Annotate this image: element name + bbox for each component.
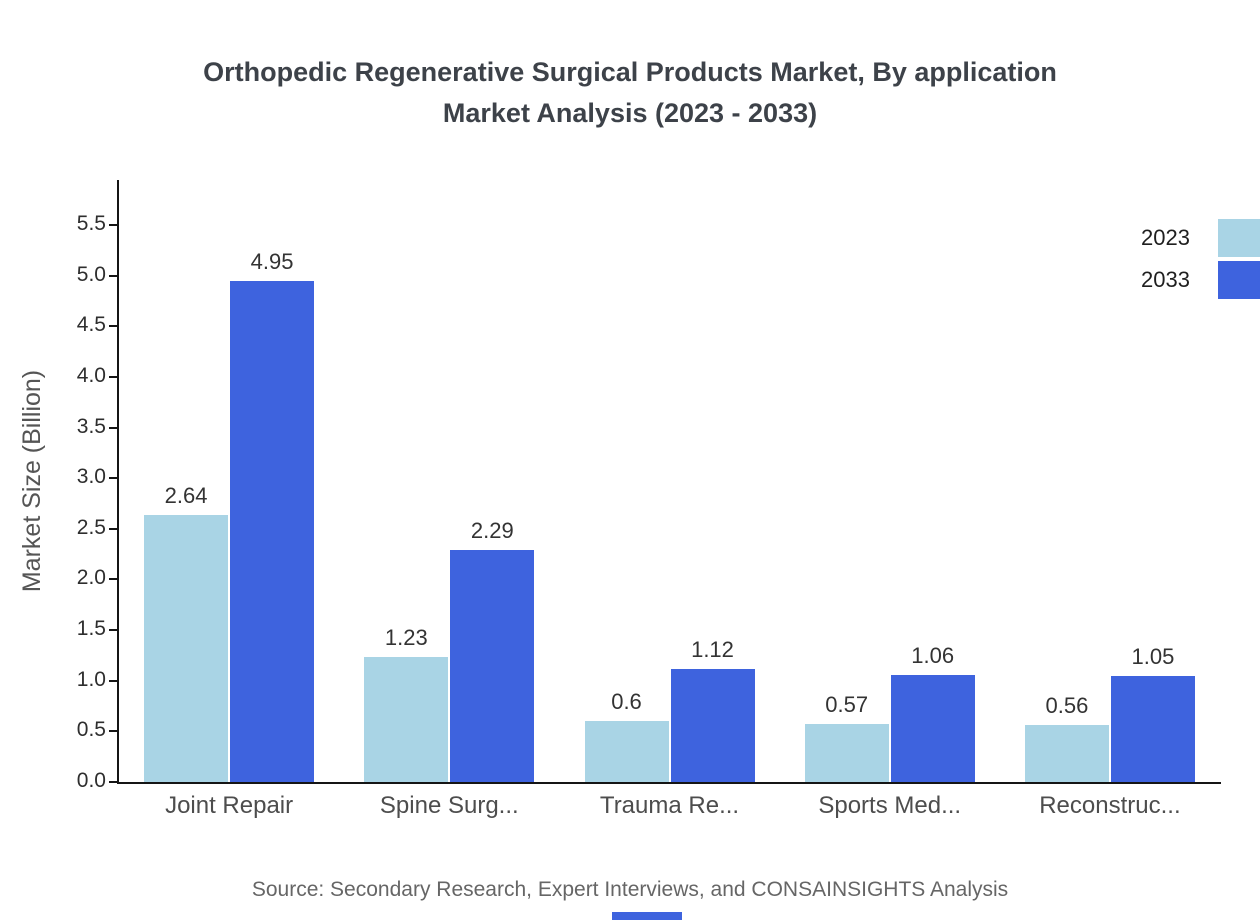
bar-value-label: 0.6 (611, 689, 642, 715)
legend-label: 2033 (1141, 267, 1190, 292)
bar-value-label: 4.95 (250, 248, 294, 274)
bar-value-label: 0.56 (1045, 693, 1089, 719)
y-tick-label: 2.0 (76, 566, 106, 590)
legend-item: 2033 (1141, 260, 1260, 300)
bar-value-label: 1.12 (691, 636, 734, 662)
y-tick-mark (109, 578, 117, 581)
y-axis-line (117, 180, 119, 784)
legend-swatch (1218, 219, 1260, 257)
y-tick-mark (109, 679, 117, 682)
bar-column: 0.56 (1024, 693, 1109, 782)
bar-2023 (144, 514, 229, 782)
x-category-label: Spine Surg... (379, 792, 519, 819)
bar-group: 0.57 1.06 (780, 643, 1000, 782)
bar-column: 1.12 (670, 636, 755, 782)
y-tick-label: 0.0 (76, 769, 106, 792)
y-tick-mark (109, 274, 117, 277)
bar-group: 1.23 2.29 (339, 518, 559, 782)
y-tick-label: 3.0 (76, 465, 106, 489)
bar-2033 (890, 674, 975, 782)
bar-2033 (230, 280, 315, 782)
bar-group: 0.56 1.05 (1000, 644, 1220, 782)
bar-column: 2.64 (144, 482, 229, 782)
y-tick-label: 4.0 (76, 363, 106, 387)
y-tick-label: 0.5 (76, 718, 106, 742)
bar-column: 2.29 (450, 518, 535, 782)
y-tick-mark (109, 477, 117, 480)
bar-value-label: 1.23 (384, 625, 428, 651)
bar-group: 0.6 1.12 (559, 637, 779, 782)
y-tick-mark (109, 325, 117, 328)
bar-2023 (364, 657, 449, 782)
x-axis-line (117, 782, 1221, 784)
y-tick-label: 3.5 (76, 414, 106, 438)
y-tick-label: 5.0 (76, 262, 106, 286)
bar-value-label: 1.05 (1131, 643, 1175, 669)
bar-column: 1.05 (1110, 643, 1195, 782)
bar-value-label: 0.57 (825, 692, 869, 718)
bar-column: 0.6 (584, 689, 669, 782)
y-tick-label: 2.5 (76, 515, 106, 539)
bar-2023 (1024, 725, 1109, 782)
legend: 2023 2033 (1141, 218, 1260, 302)
y-tick-label: 5.5 (76, 212, 106, 235)
bar-2033 (1110, 675, 1195, 782)
bar-value-label: 2.64 (164, 482, 208, 508)
y-tick-mark (109, 730, 117, 733)
bar-2033 (450, 550, 535, 782)
bar-column: 4.95 (230, 248, 315, 782)
x-category-label: Sports Med... (818, 792, 962, 819)
x-axis-labels: Joint Repair Spine Surg... Trauma Re... Spo… (119, 792, 1220, 820)
bar-2033 (670, 668, 755, 782)
plot-area: 2.64 4.95 1.23 2.29 0.6 1.12 0.57 1.06 0.56 1.05 (119, 180, 1220, 782)
legend-label: 2023 (1141, 225, 1190, 250)
y-tick-label: 1.0 (76, 667, 106, 691)
x-category-label: Trauma Re... (599, 792, 740, 819)
bar-group: 2.64 4.95 (119, 249, 339, 782)
y-tick-mark (109, 426, 117, 429)
bar-value-label: 2.29 (470, 518, 514, 544)
legend-item: 2023 (1141, 218, 1260, 258)
bar-2023 (804, 724, 889, 782)
chart-title: Orthopedic Regenerative Surgical Product… (0, 52, 1260, 134)
bottom-accent-bar (612, 912, 682, 920)
x-category-label: Reconstruc... (1039, 792, 1181, 819)
y-tick-label: 1.5 (76, 617, 106, 641)
y-tick-mark (109, 527, 117, 530)
chart-title-line2: Market Analysis (2023 - 2033) (442, 98, 818, 128)
x-category-label: Joint Repair (165, 792, 294, 819)
y-tick-mark (109, 629, 117, 632)
bar-value-label: 1.06 (911, 642, 955, 668)
y-tick-mark (109, 224, 117, 226)
legend-swatch (1218, 261, 1260, 299)
chart-title-line1: Orthopedic Regenerative Surgical Product… (203, 57, 1057, 87)
y-tick-mark (109, 781, 117, 783)
bar-column: 1.06 (890, 642, 975, 782)
y-tick-label: 4.5 (76, 313, 106, 337)
bar-2023 (584, 721, 669, 782)
source-note: Source: Secondary Research, Expert Inter… (251, 878, 1009, 901)
bar-column: 1.23 (364, 625, 449, 782)
bar-column: 0.57 (804, 692, 889, 782)
y-tick-mark (109, 375, 117, 378)
